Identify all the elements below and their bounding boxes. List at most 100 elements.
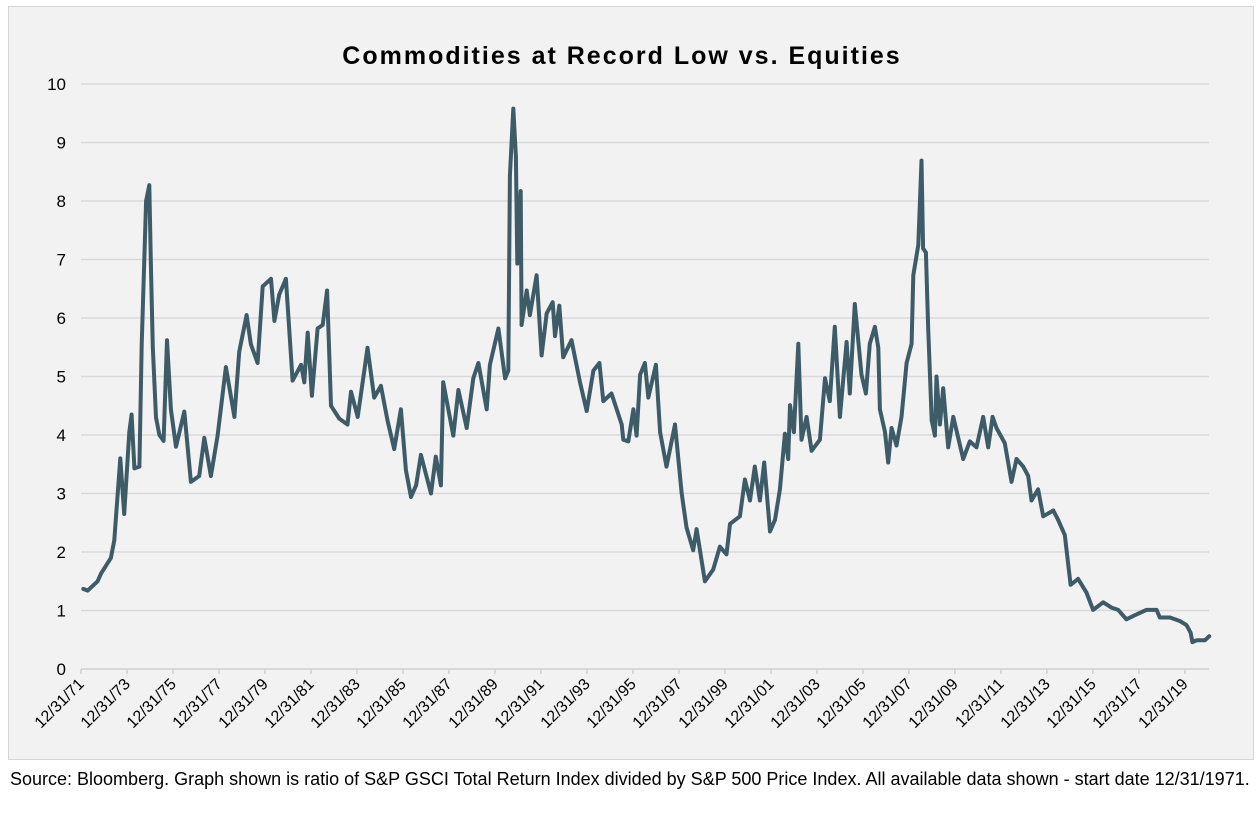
data-point xyxy=(518,189,523,193)
data-point xyxy=(1051,508,1056,513)
data-point xyxy=(161,439,166,443)
data-point xyxy=(302,380,307,385)
data-point xyxy=(859,372,864,377)
data-point xyxy=(118,456,123,461)
data-point xyxy=(873,324,877,329)
data-point xyxy=(515,261,520,266)
data-point xyxy=(1068,582,1073,587)
data-point xyxy=(553,334,557,338)
data-point xyxy=(484,407,489,412)
data-point xyxy=(165,338,169,343)
y-tick-label: 5 xyxy=(57,368,66,387)
data-point xyxy=(392,447,397,451)
data-point xyxy=(534,273,539,278)
data-point xyxy=(122,512,127,516)
data-point xyxy=(1076,577,1080,581)
data-point xyxy=(673,422,677,427)
x-tick-label: 12/31/01 xyxy=(722,676,778,732)
data-point xyxy=(743,477,747,482)
data-point xyxy=(823,376,827,381)
data-point xyxy=(1084,590,1089,595)
data-point xyxy=(315,326,320,331)
data-point xyxy=(99,571,103,576)
data-point xyxy=(643,361,647,365)
data-point xyxy=(112,538,117,543)
x-tick-label: 12/31/17 xyxy=(1090,676,1146,732)
data-point xyxy=(724,552,729,557)
data-point xyxy=(1194,638,1199,643)
data-point xyxy=(1157,615,1162,620)
data-point xyxy=(638,372,642,377)
x-tick-label: 12/31/89 xyxy=(446,676,502,732)
data-point xyxy=(778,487,782,492)
data-point xyxy=(269,277,273,281)
data-point xyxy=(758,498,762,503)
x-tick-label: 12/31/07 xyxy=(860,676,916,732)
data-point xyxy=(847,391,852,396)
data-point xyxy=(951,415,956,419)
data-point xyxy=(1091,608,1095,612)
data-point xyxy=(1144,608,1149,612)
chart-title: Commodities at Record Low vs. Equities xyxy=(342,42,901,70)
data-point xyxy=(202,436,207,440)
data-point xyxy=(804,415,809,419)
data-point xyxy=(878,407,882,412)
data-point xyxy=(1177,619,1182,623)
data-point xyxy=(929,418,934,423)
data-point xyxy=(434,454,438,459)
data-point xyxy=(691,548,695,553)
y-tick-label: 7 xyxy=(57,251,66,270)
data-point xyxy=(544,311,549,316)
data-point xyxy=(528,313,532,317)
x-tick-label: 12/31/19 xyxy=(1136,676,1192,732)
data-point xyxy=(255,361,260,365)
data-point xyxy=(284,277,288,281)
data-point xyxy=(634,433,639,438)
data-point xyxy=(788,403,792,407)
data-point xyxy=(429,491,433,496)
data-point xyxy=(986,445,991,450)
x-tick-label: 12/31/73 xyxy=(78,676,134,732)
data-point xyxy=(129,412,134,417)
x-axis: 12/31/7112/31/7312/31/7512/31/7712/31/79… xyxy=(32,668,1209,732)
data-point xyxy=(325,288,329,293)
data-point xyxy=(924,250,928,255)
data-point xyxy=(149,263,153,268)
data-point xyxy=(132,466,137,471)
data-point xyxy=(833,324,837,329)
data-point xyxy=(631,407,636,412)
data-point xyxy=(174,444,178,449)
y-tick-label: 6 xyxy=(57,309,66,328)
x-tick-label: 12/31/05 xyxy=(814,676,870,732)
data-point xyxy=(899,415,904,419)
data-point xyxy=(584,409,589,413)
data-point xyxy=(1190,640,1195,644)
data-point xyxy=(147,183,152,188)
data-point xyxy=(1026,474,1031,478)
data-point xyxy=(886,460,890,465)
y-tick-label: 3 xyxy=(57,485,66,504)
data-point xyxy=(414,483,418,488)
data-point xyxy=(561,355,566,359)
data-point xyxy=(419,453,423,457)
y-tick-label: 8 xyxy=(57,192,66,211)
data-point xyxy=(938,422,942,427)
data-point xyxy=(646,395,651,400)
data-point xyxy=(738,514,742,519)
data-point xyxy=(578,380,582,385)
data-point xyxy=(762,460,767,465)
data-point xyxy=(1041,514,1045,519)
data-point xyxy=(154,415,158,420)
data-point xyxy=(189,480,193,484)
source-note: Source: Bloomberg. Graph shown is ratio … xyxy=(10,769,1250,789)
series-group xyxy=(81,106,1212,645)
data-point xyxy=(684,525,689,530)
data-point xyxy=(139,342,144,347)
data-point xyxy=(1101,600,1106,605)
x-tick-label: 12/31/79 xyxy=(216,676,272,732)
data-point xyxy=(728,522,732,526)
data-point xyxy=(921,246,925,251)
data-point xyxy=(867,341,872,346)
data-point xyxy=(601,399,606,403)
data-point xyxy=(703,579,707,584)
